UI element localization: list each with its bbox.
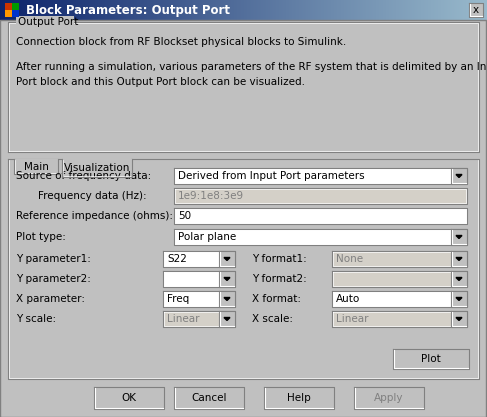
Text: Derived from Input Port parameters: Derived from Input Port parameters <box>178 171 365 181</box>
Text: X format:: X format: <box>252 294 301 304</box>
Text: S22: S22 <box>167 254 187 264</box>
Polygon shape <box>224 258 230 261</box>
Bar <box>174 387 244 409</box>
Bar <box>63 158 131 160</box>
Bar <box>332 251 467 267</box>
Text: Linear: Linear <box>167 314 200 324</box>
Text: 50: 50 <box>178 211 191 221</box>
Text: Freq: Freq <box>167 294 189 304</box>
Bar <box>12 3 19 10</box>
Text: Auto: Auto <box>336 294 360 304</box>
Bar <box>332 291 467 307</box>
Bar <box>219 251 235 267</box>
Text: Apply: Apply <box>374 393 404 403</box>
Text: Port block and this Output Port block can be visualized.: Port block and this Output Port block ca… <box>16 77 305 87</box>
Text: Frequency data (Hz):: Frequency data (Hz): <box>38 191 147 201</box>
Bar <box>354 387 424 409</box>
Bar <box>163 291 235 307</box>
Bar <box>451 168 467 184</box>
Text: After running a simulation, various parameters of the RF system that is delimite: After running a simulation, various para… <box>16 62 487 72</box>
Bar <box>62 159 132 177</box>
Text: Reference impedance (ohms):: Reference impedance (ohms): <box>16 211 173 221</box>
Polygon shape <box>224 277 230 281</box>
Text: Y format1:: Y format1: <box>252 254 307 264</box>
Bar <box>163 271 235 287</box>
Bar <box>174 208 467 224</box>
Text: OK: OK <box>121 393 136 403</box>
Text: X parameter:: X parameter: <box>16 294 85 304</box>
Bar <box>163 311 235 327</box>
Bar <box>393 349 469 369</box>
Text: Output Port: Output Port <box>18 17 78 27</box>
Bar <box>264 387 334 409</box>
Text: Main: Main <box>23 161 48 171</box>
Text: Plot: Plot <box>421 354 441 364</box>
Text: Plot type:: Plot type: <box>16 232 66 242</box>
Bar <box>332 311 467 327</box>
Text: Y format2:: Y format2: <box>252 274 307 284</box>
Polygon shape <box>456 174 462 178</box>
Bar <box>174 168 467 184</box>
Bar <box>451 271 467 287</box>
Text: Visualization: Visualization <box>64 163 130 173</box>
Bar <box>451 311 467 327</box>
Text: Linear: Linear <box>336 314 369 324</box>
Bar <box>16 16 74 28</box>
Text: Help: Help <box>287 393 311 403</box>
Polygon shape <box>456 297 462 301</box>
Bar <box>451 291 467 307</box>
Bar <box>332 271 467 287</box>
Bar <box>163 251 235 267</box>
Polygon shape <box>224 317 230 321</box>
Text: Y scale:: Y scale: <box>16 314 56 324</box>
Text: Connection block from RF Blockset physical blocks to Simulink.: Connection block from RF Blockset physic… <box>16 37 346 47</box>
Bar <box>469 3 483 17</box>
Bar <box>174 188 467 204</box>
Bar <box>12 10 19 17</box>
Bar <box>14 159 58 174</box>
Polygon shape <box>456 317 462 321</box>
Polygon shape <box>456 277 462 281</box>
Text: Source of frequency data:: Source of frequency data: <box>16 171 151 181</box>
Text: x: x <box>473 5 479 15</box>
Bar <box>451 251 467 267</box>
Bar <box>174 229 467 245</box>
Text: None: None <box>336 254 363 264</box>
Bar <box>219 311 235 327</box>
Text: Y parameter1:: Y parameter1: <box>16 254 91 264</box>
Text: Polar plane: Polar plane <box>178 232 236 242</box>
Bar <box>219 291 235 307</box>
Bar <box>219 271 235 287</box>
Text: Y parameter2:: Y parameter2: <box>16 274 91 284</box>
Text: X scale:: X scale: <box>252 314 293 324</box>
Bar <box>5 10 12 17</box>
Polygon shape <box>456 236 462 239</box>
Polygon shape <box>224 297 230 301</box>
Bar <box>451 229 467 245</box>
Text: Cancel: Cancel <box>191 393 227 403</box>
Polygon shape <box>456 258 462 261</box>
Text: 1e9:1e8:3e9: 1e9:1e8:3e9 <box>178 191 244 201</box>
Text: Block Parameters: Output Port: Block Parameters: Output Port <box>26 3 230 17</box>
Bar <box>94 387 164 409</box>
Bar <box>5 3 12 10</box>
